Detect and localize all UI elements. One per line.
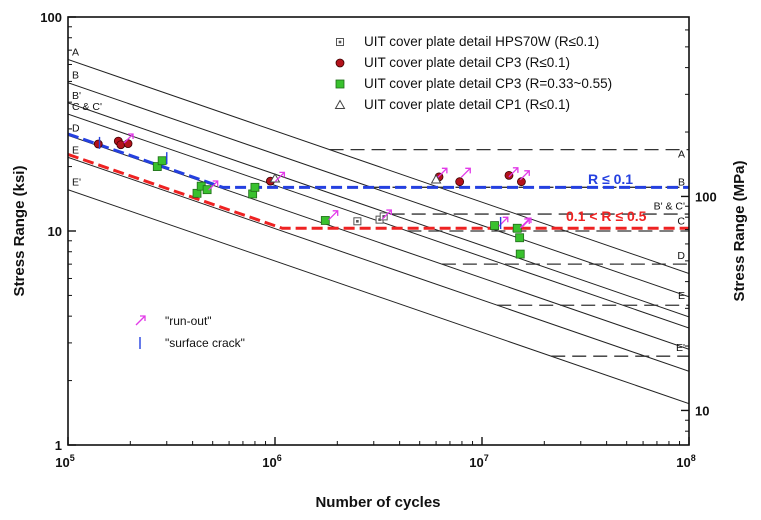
point-1-2 bbox=[116, 140, 126, 150]
curve-label-0: A bbox=[72, 46, 79, 58]
axes-layer: 105 106 107 108 1 10 100 10 100 bbox=[40, 10, 716, 470]
run-out-marker-0 bbox=[123, 133, 134, 144]
point-1-8 bbox=[516, 177, 526, 187]
fit-line-1 bbox=[68, 152, 689, 230]
curve-label-6: E' bbox=[72, 177, 81, 189]
point-2-10 bbox=[515, 233, 525, 243]
run-out-key-symbol bbox=[135, 315, 146, 326]
design-curve-5 bbox=[68, 156, 689, 372]
design-curve-1 bbox=[68, 82, 689, 298]
curve-label-5: E bbox=[72, 144, 79, 156]
legend: UIT cover plate detail HPS70W (R≤0.1) UIT… bbox=[334, 34, 612, 112]
x-tick-label-2: 107 bbox=[469, 453, 488, 470]
right-curve-label-4: D bbox=[677, 250, 685, 262]
point-1-7 bbox=[504, 170, 514, 180]
legend-label-1: UIT cover plate detail CP3 (R≤0.1) bbox=[364, 55, 570, 70]
curve-label-1: B bbox=[72, 70, 79, 82]
design-curves-layer bbox=[68, 59, 689, 405]
fit-label-0: R ≤ 0.1 bbox=[588, 171, 633, 187]
design-curve-4 bbox=[68, 134, 689, 350]
x-tick-label-3: 108 bbox=[676, 453, 695, 470]
right-curve-label-3: C bbox=[677, 216, 685, 228]
curve-label-3: C & C' bbox=[72, 101, 102, 113]
run-out-marker-8 bbox=[508, 167, 519, 178]
run-out-marker-4 bbox=[381, 209, 392, 220]
point-2-7 bbox=[320, 216, 330, 225]
run-out-marker-6 bbox=[460, 167, 471, 178]
legend-label-3: UIT cover plate detail CP1 (R≤0.1) bbox=[364, 97, 570, 112]
run-out-marker-1 bbox=[208, 180, 219, 191]
y-right-tick-label-1: 100 bbox=[695, 189, 717, 204]
curve-label-4: D bbox=[72, 122, 80, 134]
y-tick-label-0: 1 bbox=[55, 438, 62, 453]
point-1-6 bbox=[455, 177, 465, 187]
point-2-8 bbox=[490, 221, 499, 230]
run-out-marker-11 bbox=[521, 217, 532, 228]
design-curve-0 bbox=[68, 59, 689, 274]
design-curve-6 bbox=[68, 189, 689, 405]
point-2-4 bbox=[202, 185, 212, 195]
surface-crack-key-label: "surface crack" bbox=[165, 336, 245, 350]
run-out-marker-5 bbox=[437, 167, 448, 178]
run-out-marker-2 bbox=[274, 171, 286, 182]
legend-marker-0 bbox=[336, 38, 344, 46]
right-curve-label-2: B' & C' bbox=[654, 201, 685, 213]
point-2-11 bbox=[515, 249, 525, 259]
point-3-1 bbox=[430, 174, 442, 184]
fit-line-0 bbox=[68, 132, 689, 189]
run-out-marker-9 bbox=[519, 170, 530, 181]
legend-marker-3 bbox=[334, 99, 346, 109]
curve-label-2: B' bbox=[72, 90, 81, 102]
point-2-0 bbox=[152, 162, 162, 171]
y-axis-right-label: Stress Range (MPa) bbox=[731, 161, 748, 302]
fit-label-1: 0.1 < R ≤ 0.5 bbox=[566, 208, 647, 224]
y-tick-label-2: 100 bbox=[40, 10, 62, 25]
fit-lines-layer bbox=[68, 132, 689, 230]
point-2-9 bbox=[512, 223, 522, 233]
x-tick-label-1: 106 bbox=[262, 453, 281, 470]
point-0-2 bbox=[379, 212, 388, 221]
run-out-key-label: "run-out" bbox=[165, 314, 212, 328]
point-2-1 bbox=[157, 156, 167, 166]
x-tick-label-0: 105 bbox=[55, 453, 74, 470]
point-1-3 bbox=[123, 139, 133, 149]
legend-label-0: UIT cover plate detail HPS70W (R≤0.1) bbox=[364, 34, 599, 49]
legend-label-2: UIT cover plate detail CP3 (R=0.33~0.55) bbox=[364, 76, 612, 91]
run-out-marker-3 bbox=[328, 210, 339, 221]
right-curve-label-6: E' bbox=[676, 342, 685, 354]
legend-marker-2 bbox=[335, 79, 345, 89]
y-tick-label-1: 10 bbox=[48, 224, 62, 239]
point-0-0 bbox=[353, 217, 362, 226]
y-right-tick-label-0: 10 bbox=[695, 403, 709, 418]
right-curve-label-0: A bbox=[678, 149, 685, 161]
right-curve-label-1: B bbox=[678, 177, 685, 189]
point-2-6 bbox=[250, 182, 260, 192]
data-points-layer bbox=[93, 133, 532, 259]
right-curve-label-5: E bbox=[678, 290, 685, 302]
x-axis-label: Number of cycles bbox=[315, 494, 440, 511]
y-axis-label: Stress Range (ksi) bbox=[11, 166, 28, 297]
legend-marker-1 bbox=[335, 58, 345, 68]
design-curve-2 bbox=[68, 102, 689, 318]
point-1-0 bbox=[93, 139, 103, 149]
